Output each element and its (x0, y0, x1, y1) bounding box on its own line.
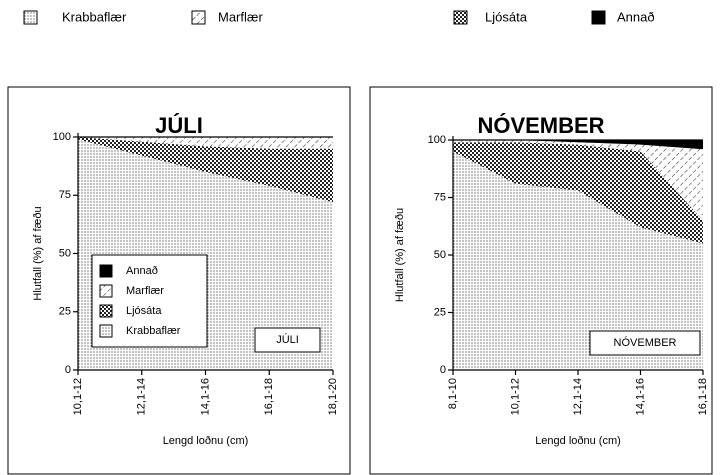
annotation-box (254, 327, 321, 353)
legend-swatch (191, 10, 206, 25)
y-tick-label: 0 (65, 364, 71, 376)
chart-title: NÓVEMBER (477, 113, 604, 138)
area (78, 137, 333, 203)
y-tick-label: 50 (434, 249, 446, 261)
legend-label: Marflær (218, 9, 263, 24)
y-tick-label: 25 (434, 306, 446, 318)
panel-frame (369, 86, 713, 475)
y-tick-label: 75 (434, 191, 446, 203)
annotation: JÚLI (276, 333, 299, 346)
legend-swatch (453, 10, 468, 25)
legend-swatch (99, 324, 113, 338)
y-tick-label: 100 (53, 131, 71, 143)
legend-label: Krabbaflær (62, 9, 127, 24)
legend-label: Annað (126, 265, 158, 277)
x-tick-label: 12,1-14 (572, 378, 584, 415)
top-legend: Krabbaflær Marflær Ljósáta Annað (23, 9, 655, 25)
x-tick-label: 12,1-14 (136, 378, 148, 415)
x-tick-label: 14,1-16 (199, 378, 211, 415)
y-tick-label: 0 (440, 364, 446, 376)
y-axis-label: Hlutfall (%) af fæðu (394, 208, 406, 302)
legend-label: Marflær (126, 285, 164, 297)
legend-label: Ljósáta (126, 305, 162, 317)
y-tick-label: 50 (59, 247, 71, 259)
area (453, 140, 703, 150)
annotation: NÓVEMBER (614, 336, 677, 349)
area (453, 140, 703, 221)
y-tick-label: 75 (59, 189, 71, 201)
area (78, 137, 333, 149)
legend-swatch (99, 304, 113, 318)
legend-label: Krabbaflær (126, 325, 181, 337)
x-tick-label: 16,1-18 (263, 378, 275, 415)
legend-swatch (591, 10, 606, 25)
legend-swatch (99, 264, 113, 278)
panel-frame (7, 86, 351, 475)
annotation-box (589, 330, 701, 356)
legend-swatch (99, 284, 113, 298)
legend-swatch (23, 10, 38, 25)
x-tick-label: 8,1-10 (447, 378, 459, 409)
legend-label: Ljósáta (485, 9, 528, 24)
x-tick-label: 16,1-18 (697, 378, 709, 415)
x-axis-label: Lengd loðnu (cm) (163, 435, 249, 447)
x-tick-label: 18,1-20 (327, 378, 339, 415)
x-tick-label: 10,1-12 (509, 378, 521, 415)
x-axis-label: Lengd loðnu (cm) (535, 435, 621, 447)
area (453, 151, 703, 370)
chart-title: JÚLI (155, 113, 203, 138)
y-axis-label: Hlutfall (%) af fæðu (32, 206, 44, 300)
x-tick-label: 10,1-12 (72, 378, 84, 415)
y-tick-label: 100 (428, 134, 446, 146)
area (453, 142, 703, 244)
x-tick-label: 14,1-16 (634, 378, 646, 415)
legend-label: Annað (617, 9, 655, 24)
y-tick-label: 25 (59, 306, 71, 318)
